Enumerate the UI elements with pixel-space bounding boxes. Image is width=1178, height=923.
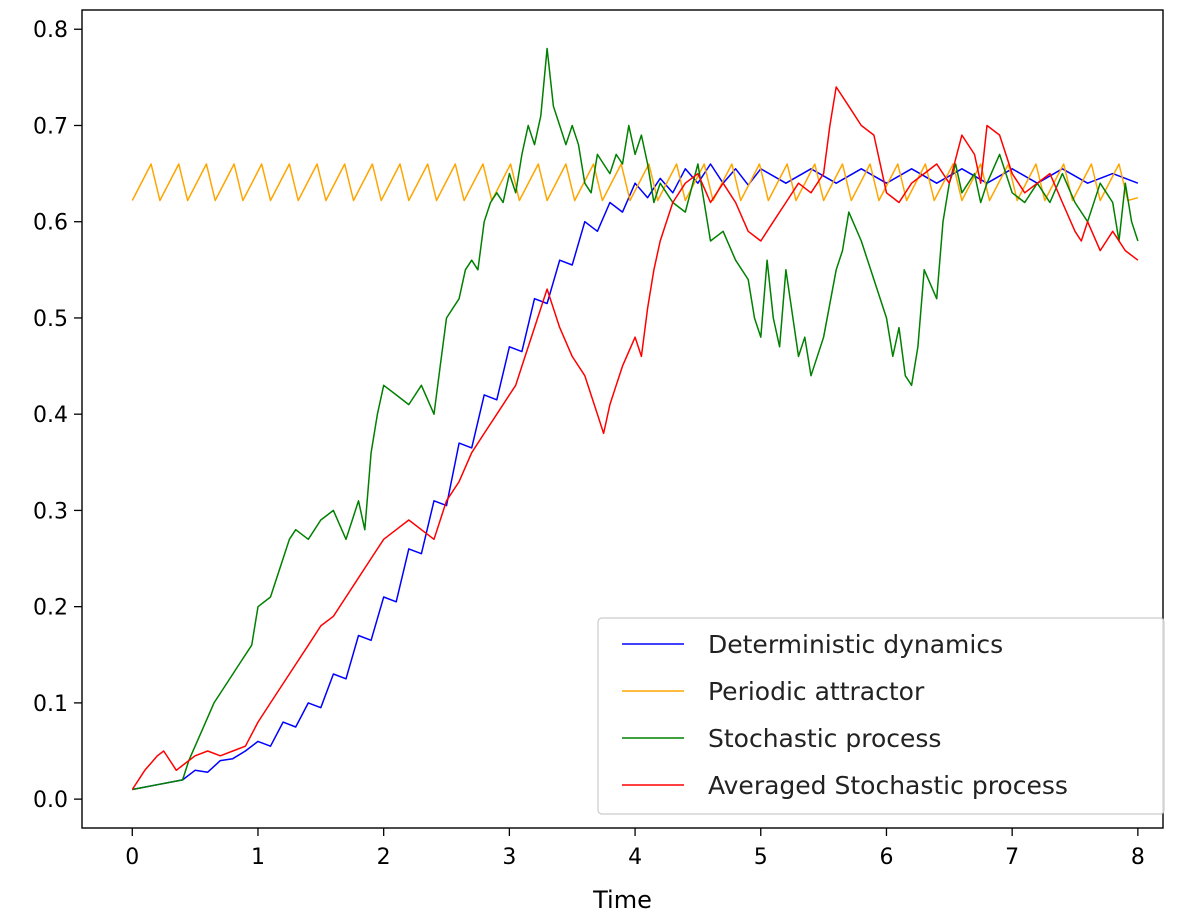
x-tick-label: 3 <box>502 845 516 870</box>
legend-label-stochastic: Stochastic process <box>708 724 941 753</box>
y-tick-label: 0.7 <box>33 114 68 139</box>
y-tick-label: 0.5 <box>33 307 68 332</box>
legend-label-periodic: Periodic attractor <box>708 677 925 706</box>
x-tick-label: 2 <box>377 845 391 870</box>
x-tick-label: 7 <box>1005 845 1019 870</box>
x-tick-label: 4 <box>628 845 642 870</box>
y-tick-label: 0.4 <box>33 403 68 428</box>
x-tick-label: 1 <box>251 845 265 870</box>
y-tick-label: 0.2 <box>33 596 68 621</box>
x-tick-label: 5 <box>754 845 768 870</box>
y-tick-label: 0.6 <box>33 211 68 236</box>
x-axis-title: Time <box>592 886 652 914</box>
y-tick-label: 0.1 <box>33 692 68 717</box>
x-tick-label: 0 <box>125 845 139 870</box>
y-tick-label: 0.0 <box>33 788 68 813</box>
y-tick-label: 0.8 <box>33 18 68 43</box>
legend-label-deterministic: Deterministic dynamics <box>708 630 1003 659</box>
x-tick-label: 6 <box>879 845 893 870</box>
legend: Deterministic dynamics Periodic attracto… <box>598 618 1164 814</box>
y-tick-label: 0.3 <box>33 499 68 524</box>
x-tick-label: 8 <box>1131 845 1145 870</box>
legend-label-averaged: Averaged Stochastic process <box>708 771 1068 800</box>
